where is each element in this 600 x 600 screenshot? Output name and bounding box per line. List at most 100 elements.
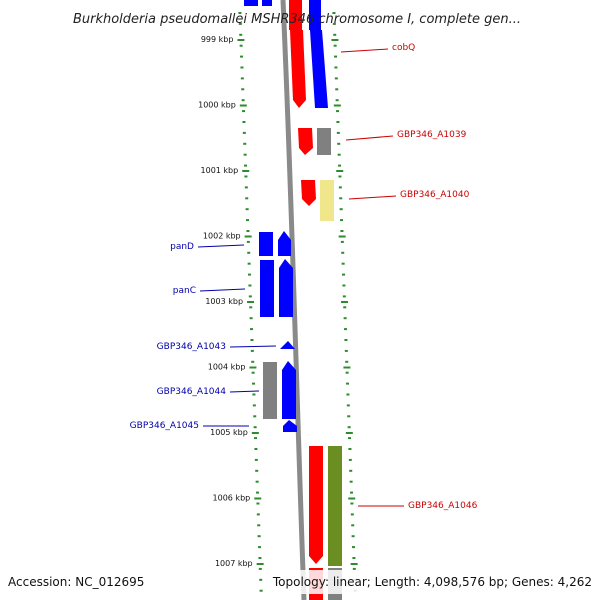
rail-dash-right: [340, 230, 344, 232]
gene-label[interactable]: GBP346_A1044: [157, 387, 227, 397]
rail-dash-left: [245, 208, 249, 211]
backbone-line-core: [280, 0, 307, 600]
gene-label[interactable]: cobQ: [392, 43, 415, 53]
rail-dash-left: [240, 77, 244, 80]
rail-dash-right: [335, 99, 339, 102]
rail-dash-right: [345, 371, 349, 374]
rail-dash-right: [332, 22, 336, 25]
rail-dash-right: [344, 328, 348, 331]
gene-top-forward[interactable]: [289, 0, 302, 30]
rail-dash-right: [338, 164, 342, 167]
rail-dash-right: [351, 535, 355, 538]
tick-label: 1001 kbp: [201, 166, 239, 175]
major-tick-left: [237, 39, 245, 41]
rail-dash-left: [259, 589, 263, 592]
gene-GBP346-A1044-pseudo[interactable]: [263, 362, 277, 419]
tick-label: 1003 kbp: [205, 297, 243, 306]
gene-label[interactable]: panD: [170, 242, 194, 252]
rail-dash-right: [342, 273, 346, 276]
gene-panC-left[interactable]: [260, 260, 274, 317]
rail-dash-right: [334, 55, 338, 58]
rail-dash-right: [339, 208, 343, 211]
rail-dash-right: [351, 524, 355, 527]
major-tick-left: [254, 497, 262, 500]
rail-dash-left: [255, 480, 259, 483]
rail-dash-left: [257, 524, 261, 527]
gene-GBP346-A1044-reverse[interactable]: [282, 361, 296, 419]
gene-GBP346-A1040-forward[interactable]: [301, 180, 316, 206]
rail-dash-left: [257, 535, 261, 538]
rail-dash-left: [245, 197, 249, 200]
gene-GBP346-A1039-pseudo[interactable]: [317, 128, 331, 155]
rail-dash-right: [336, 121, 340, 123]
rail-dash-left: [244, 186, 248, 189]
gene-cobQ-forward[interactable]: [290, 30, 306, 108]
rail-dash-right: [338, 175, 342, 178]
gene-panD-right[interactable]: [278, 231, 291, 256]
tick-label: 1007 kbp: [215, 559, 253, 568]
major-tick-left: [242, 170, 250, 172]
rail-dash-left: [242, 131, 246, 134]
major-tick-right: [345, 432, 353, 434]
gene-GBP346-A1046-forward[interactable]: [309, 446, 323, 564]
rail-dash-left: [247, 251, 251, 254]
chromosome-backbone: [278, 0, 309, 600]
gene-panC-right[interactable]: [279, 259, 293, 317]
label-leader-line: [197, 244, 245, 248]
rail-dash-right: [346, 404, 350, 407]
rail-dash-left: [252, 382, 256, 385]
gene-GBP346-A1046-olive[interactable]: [328, 446, 342, 566]
gene-label[interactable]: GBP346_A1040: [400, 190, 470, 200]
rail-dash-left: [243, 142, 247, 145]
label-leader-line: [345, 135, 394, 141]
gene-label[interactable]: panC: [173, 286, 196, 296]
gene-label[interactable]: GBP346_A1043: [157, 342, 226, 352]
rail-dash-right: [352, 557, 356, 559]
gene-reverse-top-left-2[interactable]: [262, 0, 272, 6]
rail-dash-left: [254, 458, 258, 461]
rail-dash-left: [258, 567, 262, 570]
gene-GBP346-A1039-forward[interactable]: [298, 128, 313, 155]
rail-dash-left: [248, 284, 252, 287]
rail-dash-right: [338, 186, 342, 189]
rail-dash-left: [253, 415, 257, 418]
gene-label[interactable]: GBP346_A1039: [397, 130, 467, 140]
major-tick-right: [333, 104, 341, 107]
rail-dash-right: [343, 306, 347, 309]
major-tick-right: [341, 301, 349, 303]
major-tick-right: [331, 39, 339, 41]
rail-dash-right: [335, 88, 339, 91]
rail-dash-right: [348, 437, 352, 440]
topology-text: Topology: linear; Length: 4,098,576 bp; …: [272, 575, 592, 589]
rail-dash-left: [259, 578, 263, 581]
rail-dash-right: [344, 349, 348, 352]
rail-dash-left: [239, 33, 243, 36]
rail-dash-right: [344, 339, 348, 341]
map-title: Burkholderia pseudomallei MSHR346 chromo…: [73, 12, 521, 27]
rail-dash-right: [341, 262, 345, 265]
major-tick-right: [336, 170, 344, 172]
tick-label: 1002 kbp: [203, 232, 241, 241]
gene-GBP346-A1040-pale[interactable]: [320, 180, 334, 221]
gene-labels: cobQ GBP346_A1039 GBP346_A1040 panD panC GBP3…: [130, 43, 478, 511]
rail-dash-left: [242, 110, 246, 113]
rail-dash-left: [238, 12, 242, 14]
gene-panD-left[interactable]: [259, 232, 273, 256]
rail-dash-right: [334, 77, 338, 80]
gene-top-reverse[interactable]: [309, 0, 321, 30]
gene-cobQ-reverse[interactable]: [310, 30, 328, 108]
footer-right-bg: [268, 570, 600, 594]
rail-dash-left: [251, 371, 255, 374]
rail-dash-left: [254, 448, 258, 450]
major-tick-left: [251, 432, 259, 434]
rail-dash-left: [251, 360, 255, 363]
gene-label[interactable]: GBP346_A1045: [130, 421, 199, 431]
gene-GBP346-A1045[interactable]: [283, 420, 297, 432]
gene-label[interactable]: GBP346_A1046: [408, 501, 478, 511]
major-tick-left: [239, 104, 247, 107]
label-leader-line: [340, 48, 389, 53]
gene-GBP346-A1043[interactable]: [280, 341, 295, 349]
major-tick-right: [348, 497, 356, 500]
gene-reverse-top-left[interactable]: [244, 0, 258, 6]
rail-dash-left: [256, 513, 260, 516]
